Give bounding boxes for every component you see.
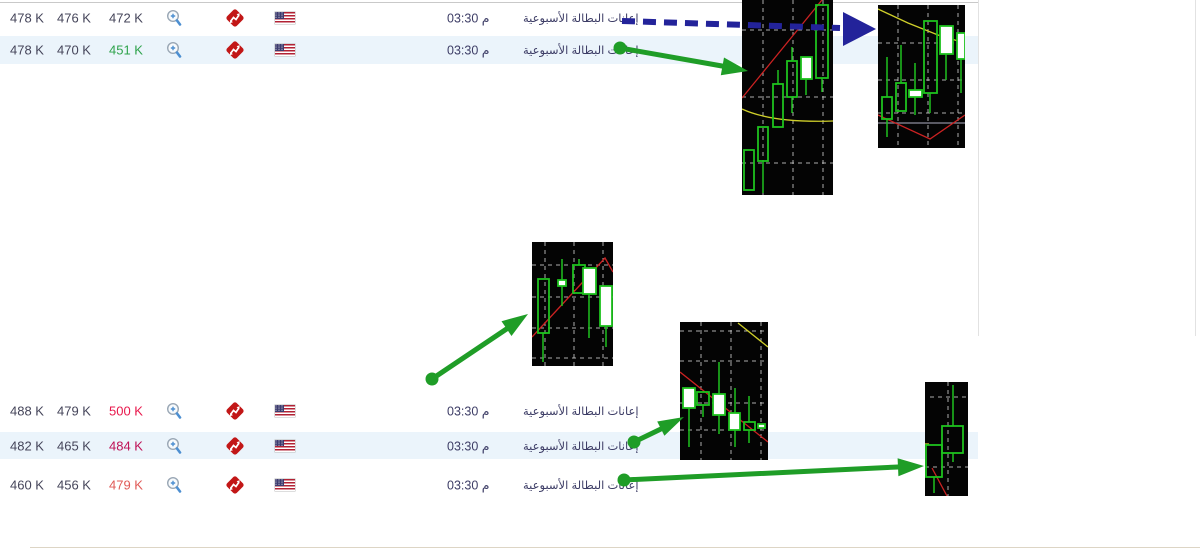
volatility-impact-icon: [225, 8, 245, 28]
volatility-impact-icon: [225, 40, 245, 60]
event-time: 03:30 م: [447, 404, 490, 419]
top-divider: [0, 2, 978, 3]
magnifier-zoom-icon[interactable]: [166, 9, 183, 27]
candlestick-chart-thumb-2: [878, 5, 965, 148]
us-flag-icon: [275, 405, 295, 417]
candlestick-chart-thumb-4: [680, 322, 768, 460]
right-empty-panel: [978, 0, 1196, 336]
volatility-impact-icon: [225, 401, 245, 421]
us-flag-icon: [275, 12, 295, 24]
event-row: 460 K 456 K 479 K 03:30 م إعانات البطالة…: [0, 470, 978, 500]
candlestick-chart-thumb-1: [742, 0, 833, 195]
actual-value: 451 K: [109, 42, 143, 58]
event-time: 03:30 م: [447, 43, 490, 58]
magnifier-zoom-icon[interactable]: [166, 402, 183, 420]
green-arrow-middle: [425, 314, 528, 386]
forecast-value: 470 K: [57, 42, 91, 58]
forecast-value: 456 K: [57, 477, 91, 493]
volatility-impact-icon: [225, 436, 245, 456]
event-name[interactable]: إعانات البطالة الأسبوعية: [523, 480, 639, 492]
magnifier-zoom-icon[interactable]: [166, 476, 183, 494]
actual-value: 479 K: [109, 477, 143, 493]
actual-value: 484 K: [109, 438, 143, 453]
previous-value: 460 K: [10, 477, 44, 493]
previous-value: 482 K: [10, 438, 44, 453]
actual-value: 500 K: [109, 403, 143, 419]
event-time: 03:30 م: [447, 11, 490, 26]
bottom-divider: [30, 547, 1200, 548]
event-row: 482 K 465 K 484 K 03:30 م إعانات البطالة…: [0, 432, 978, 459]
candlestick-chart-thumb-5: [925, 382, 968, 496]
event-name[interactable]: إعانات البطالة الأسبوعية: [523, 45, 639, 57]
us-flag-icon: [275, 439, 295, 452]
event-name[interactable]: إعانات البطالة الأسبوعية: [523, 406, 639, 418]
previous-value: 488 K: [10, 403, 44, 419]
us-flag-icon: [275, 44, 295, 56]
event-time: 03:30 م: [447, 439, 490, 453]
event-time: 03:30 م: [447, 478, 490, 493]
previous-value: 478 K: [10, 10, 44, 26]
forecast-value: 479 K: [57, 403, 91, 419]
volatility-impact-icon: [225, 475, 245, 495]
forecast-value: 476 K: [57, 10, 91, 26]
event-row: 488 K 479 K 500 K 03:30 م إعانات البطالة…: [0, 396, 978, 426]
forecast-value: 465 K: [57, 438, 91, 453]
previous-value: 478 K: [10, 42, 44, 58]
event-name[interactable]: إعانات البطالة الأسبوعية: [523, 440, 639, 453]
magnifier-zoom-icon[interactable]: [166, 41, 183, 59]
event-name[interactable]: إعانات البطالة الأسبوعية: [523, 13, 639, 25]
magnifier-zoom-icon[interactable]: [166, 437, 183, 455]
event-row: 478 K 476 K 472 K 03:30 م إعانات البطالة…: [0, 3, 978, 33]
us-flag-icon: [275, 479, 295, 491]
actual-value: 472 K: [109, 10, 143, 26]
candlestick-chart-thumb-3: [532, 242, 613, 366]
